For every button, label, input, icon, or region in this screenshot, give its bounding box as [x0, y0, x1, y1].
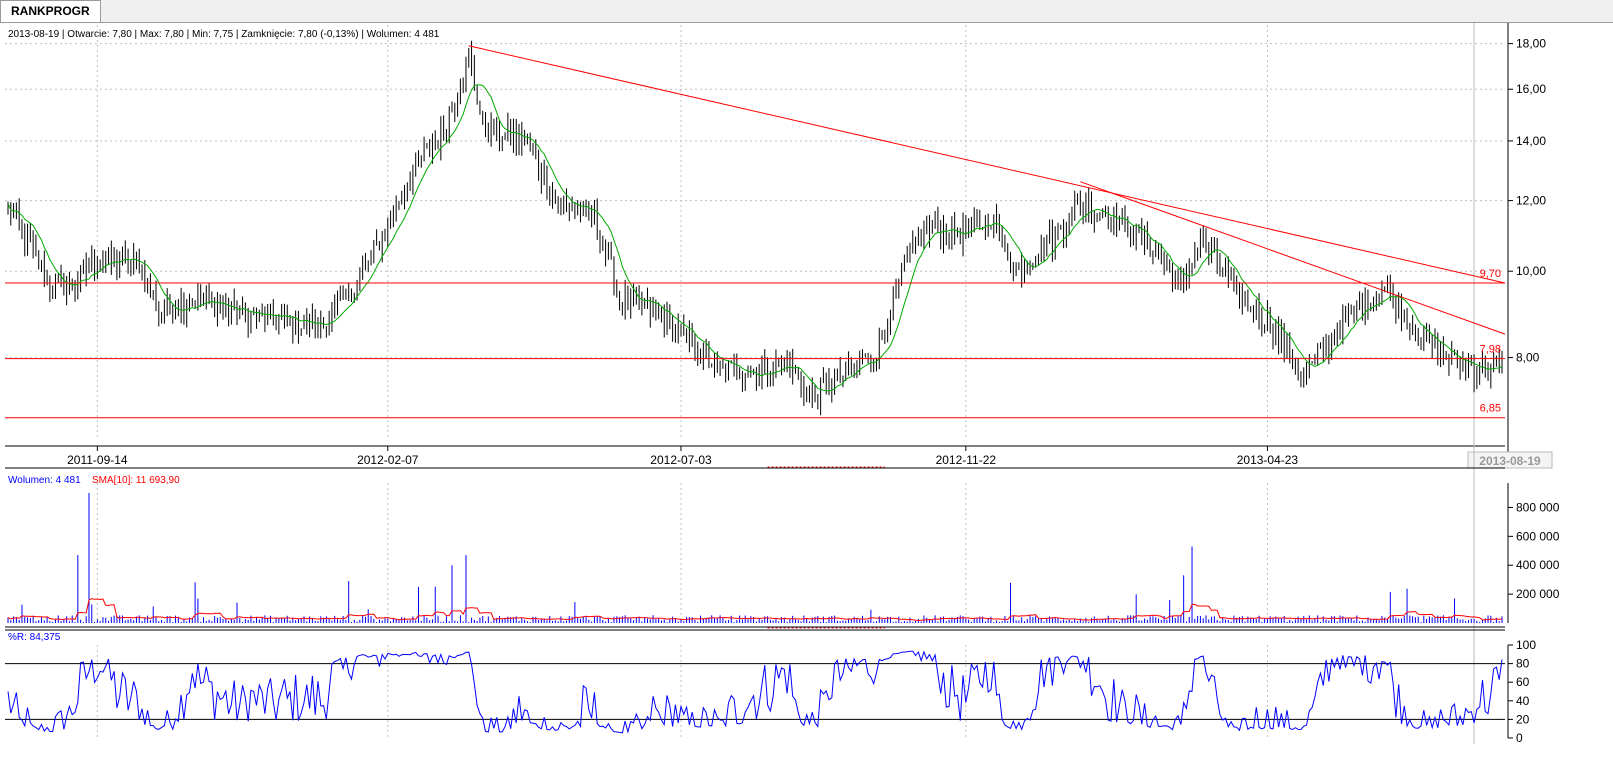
tab-rankprogr[interactable]: RANKPROGR	[0, 0, 101, 22]
date-tick-label: 2013-04-23	[1237, 453, 1299, 467]
volume-tick-label: 600 000	[1516, 529, 1560, 543]
price-tick-label: 18,00	[1516, 37, 1546, 51]
wr-tick-label: 20	[1516, 712, 1530, 726]
chart-area[interactable]: 2013-08-19 | Otwarcie: 7,80 | Max: 7,80 …	[0, 23, 1613, 767]
volume-label: Wolumen: 4 481	[8, 475, 81, 486]
trend-line[interactable]	[468, 45, 1506, 284]
price-tick-label: 10,00	[1516, 264, 1546, 278]
volume-sma-line	[7, 598, 1503, 621]
last-date-box	[1467, 451, 1553, 469]
date-tick-label: 2012-11-22	[936, 453, 997, 467]
wr-tick-label: 40	[1516, 694, 1530, 708]
support-line-label: 9,70	[1480, 268, 1501, 280]
volume-panel: 800 000 600 000 400 000 200 000	[7, 483, 1560, 623]
price-tick-label: 8,00	[1516, 351, 1540, 365]
price-sma-line	[7, 84, 1503, 392]
wr-tick-label: 80	[1516, 657, 1530, 671]
trend-line[interactable]	[1080, 181, 1506, 335]
last-date-label: 2013-08-19	[1479, 454, 1541, 468]
support-line-label: 7,98	[1480, 344, 1501, 356]
volume-tick-label: 800 000	[1516, 500, 1560, 514]
price-tick-label: 12,00	[1516, 194, 1546, 208]
wr-tick-label: 60	[1516, 675, 1530, 689]
price-panel: 18,00 16,00 14,00 12,00 10,00 8,00 2011-09-14 2…	[5, 23, 1553, 744]
tab-bar: RANKPROGR	[0, 0, 1613, 23]
price-tick-label: 16,00	[1516, 82, 1546, 96]
date-tick-label: 2011-09-14	[67, 453, 128, 467]
wr-tick-label: 100	[1516, 638, 1536, 652]
volume-tick-label: 200 000	[1516, 587, 1560, 601]
volume-sma-label: SMA[10]: 11 693,90	[92, 475, 180, 486]
wr-tick-label: 0	[1516, 731, 1523, 745]
williams-r-panel: 100 80 60 40 20 0	[5, 638, 1536, 745]
williams-r-label: %R: 84,375	[8, 632, 61, 643]
support-line-label: 6,85	[1480, 403, 1501, 415]
volume-tick-label: 400 000	[1516, 558, 1560, 572]
ohlc-info-bar: 2013-08-19 | Otwarcie: 7,80 | Max: 7,80 …	[8, 29, 440, 40]
date-tick-label: 2012-02-07	[357, 453, 419, 467]
date-tick-label: 2012-07-03	[650, 453, 712, 467]
price-tick-label: 14,00	[1516, 134, 1546, 148]
williams-r-line	[7, 650, 1503, 734]
